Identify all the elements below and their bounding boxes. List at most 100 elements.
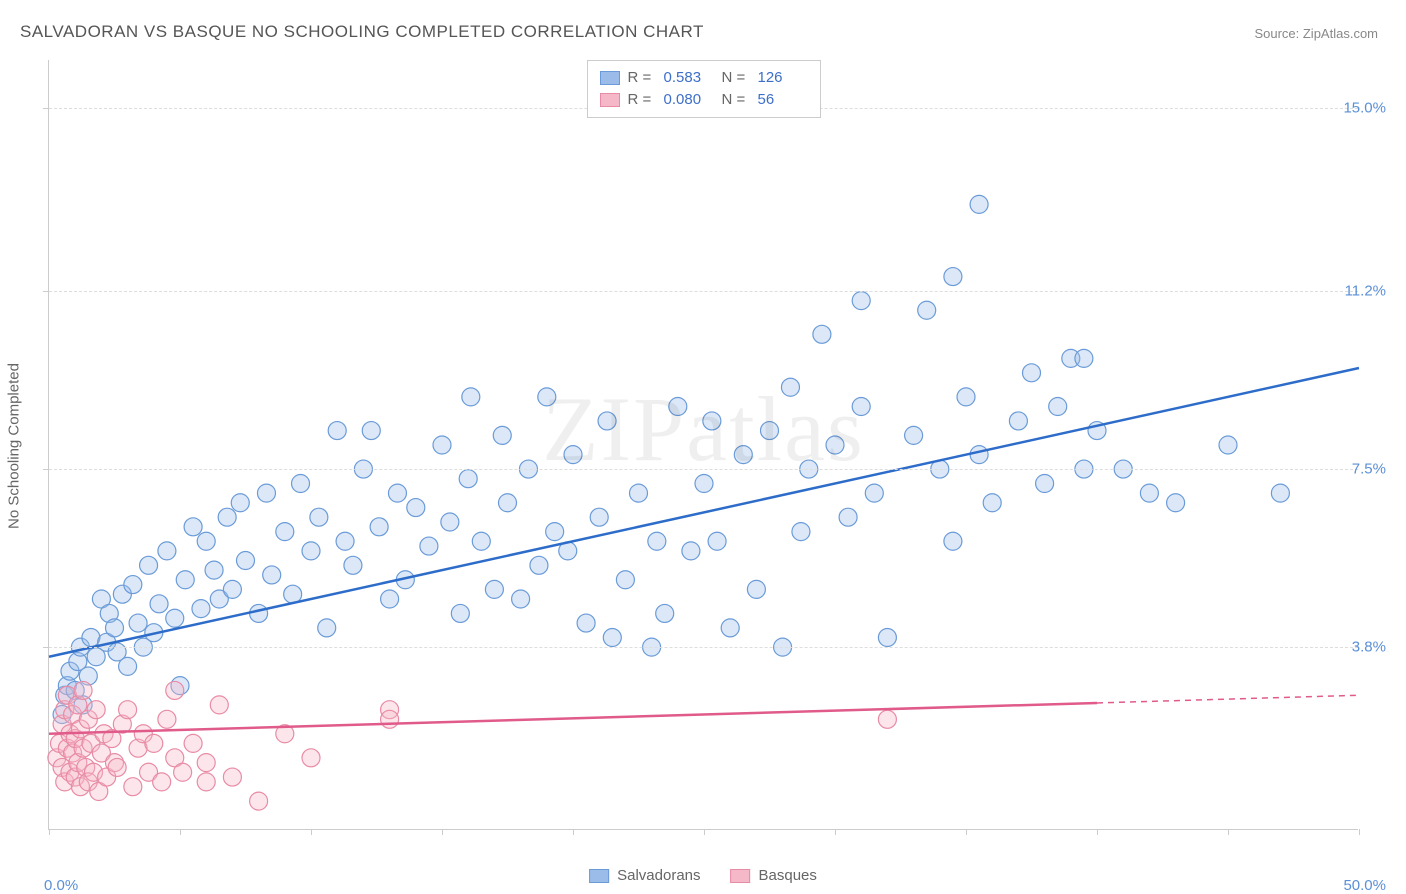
legend-stat-row: R =0.080N =56 <box>600 89 808 111</box>
stat-r-label: R = <box>628 67 656 89</box>
scatter-point <box>124 778 142 796</box>
scatter-point <box>462 388 480 406</box>
trend-line <box>49 703 1097 734</box>
x-tick <box>1097 829 1098 835</box>
scatter-point <box>231 494 249 512</box>
legend-item: Basques <box>731 867 817 884</box>
scatter-point <box>983 494 1001 512</box>
x-tick <box>573 829 574 835</box>
scatter-point <box>140 556 158 574</box>
x-tick <box>835 829 836 835</box>
x-tick <box>1228 829 1229 835</box>
scatter-point <box>197 773 215 791</box>
scatter-point <box>852 292 870 310</box>
scatter-point <box>108 758 126 776</box>
scatter-point <box>485 580 503 598</box>
scatter-point <box>166 681 184 699</box>
scatter-point <box>223 768 241 786</box>
scatter-point <box>184 518 202 536</box>
scatter-point <box>865 484 883 502</box>
scatter-point <box>176 571 194 589</box>
scatter-point <box>878 710 896 728</box>
trend-line <box>49 368 1359 657</box>
scatter-point <box>1036 475 1054 493</box>
scatter-point <box>292 475 310 493</box>
grid-line <box>49 647 1358 648</box>
scatter-point <box>1271 484 1289 502</box>
scatter-point <box>669 398 687 416</box>
scatter-point <box>546 523 564 541</box>
y-axis-label: No Schooling Completed <box>6 363 23 529</box>
scatter-point <box>747 580 765 598</box>
scatter-point <box>577 614 595 632</box>
correlation-chart: SALVADORAN VS BASQUE NO SCHOOLING COMPLE… <box>0 0 1406 892</box>
scatter-point <box>682 542 700 560</box>
scatter-point <box>362 422 380 440</box>
scatter-point <box>944 532 962 550</box>
scatter-point <box>564 446 582 464</box>
stat-n-label: N = <box>722 67 750 89</box>
scatter-point <box>119 701 137 719</box>
scatter-point <box>174 763 192 781</box>
scatter-point <box>74 681 92 699</box>
x-max-label: 50.0% <box>1343 877 1386 894</box>
scatter-point <box>493 426 511 444</box>
legend-label: Basques <box>759 867 817 884</box>
scatter-point <box>370 518 388 536</box>
scatter-point <box>250 604 268 622</box>
scatter-point <box>721 619 739 637</box>
scatter-point <box>512 590 530 608</box>
scatter-point <box>630 484 648 502</box>
scatter-point <box>263 566 281 584</box>
scatter-point <box>237 552 255 570</box>
y-tick-label: 3.8% <box>1352 639 1386 656</box>
scatter-point <box>656 604 674 622</box>
scatter-point <box>158 710 176 728</box>
x-tick <box>442 829 443 835</box>
scatter-point <box>344 556 362 574</box>
scatter-point <box>761 422 779 440</box>
scatter-point <box>852 398 870 416</box>
stat-n-label: N = <box>722 89 750 111</box>
scatter-point <box>781 378 799 396</box>
scatter-point <box>223 580 241 598</box>
scatter-point <box>257 484 275 502</box>
scatter-point <box>218 508 236 526</box>
grid-line <box>49 291 1358 292</box>
scatter-point <box>1023 364 1041 382</box>
scatter-point <box>918 301 936 319</box>
scatter-point <box>499 494 517 512</box>
y-tick-label: 11.2% <box>1345 283 1386 300</box>
source-label: Source: ZipAtlas.com <box>1254 26 1378 41</box>
scatter-point <box>616 571 634 589</box>
scatter-point <box>598 412 616 430</box>
scatter-point <box>381 710 399 728</box>
legend-swatch <box>731 869 751 883</box>
scatter-point <box>1167 494 1185 512</box>
scatter-point <box>826 436 844 454</box>
scatter-point <box>153 773 171 791</box>
scatter-point <box>1219 436 1237 454</box>
scatter-point <box>87 701 105 719</box>
scatter-point <box>197 754 215 772</box>
scatter-point <box>166 609 184 627</box>
scatter-point <box>381 590 399 608</box>
scatter-point <box>210 696 228 714</box>
scatter-point <box>407 499 425 517</box>
scatter-point <box>603 629 621 647</box>
legend-series: SalvadoransBasques <box>589 867 817 884</box>
stat-r-value: 0.080 <box>664 89 714 111</box>
scatter-point <box>708 532 726 550</box>
stat-r-label: R = <box>628 89 656 111</box>
x-tick <box>180 829 181 835</box>
grid-line <box>49 469 1358 470</box>
scatter-point <box>813 325 831 343</box>
scatter-point <box>1049 398 1067 416</box>
y-tick <box>43 108 49 109</box>
scatter-point <box>197 532 215 550</box>
scatter-point <box>184 734 202 752</box>
scatter-point <box>530 556 548 574</box>
scatter-point <box>310 508 328 526</box>
scatter-point <box>538 388 556 406</box>
plot-area: ZIPatlas R =0.583N =126R =0.080N =56 <box>48 60 1358 830</box>
